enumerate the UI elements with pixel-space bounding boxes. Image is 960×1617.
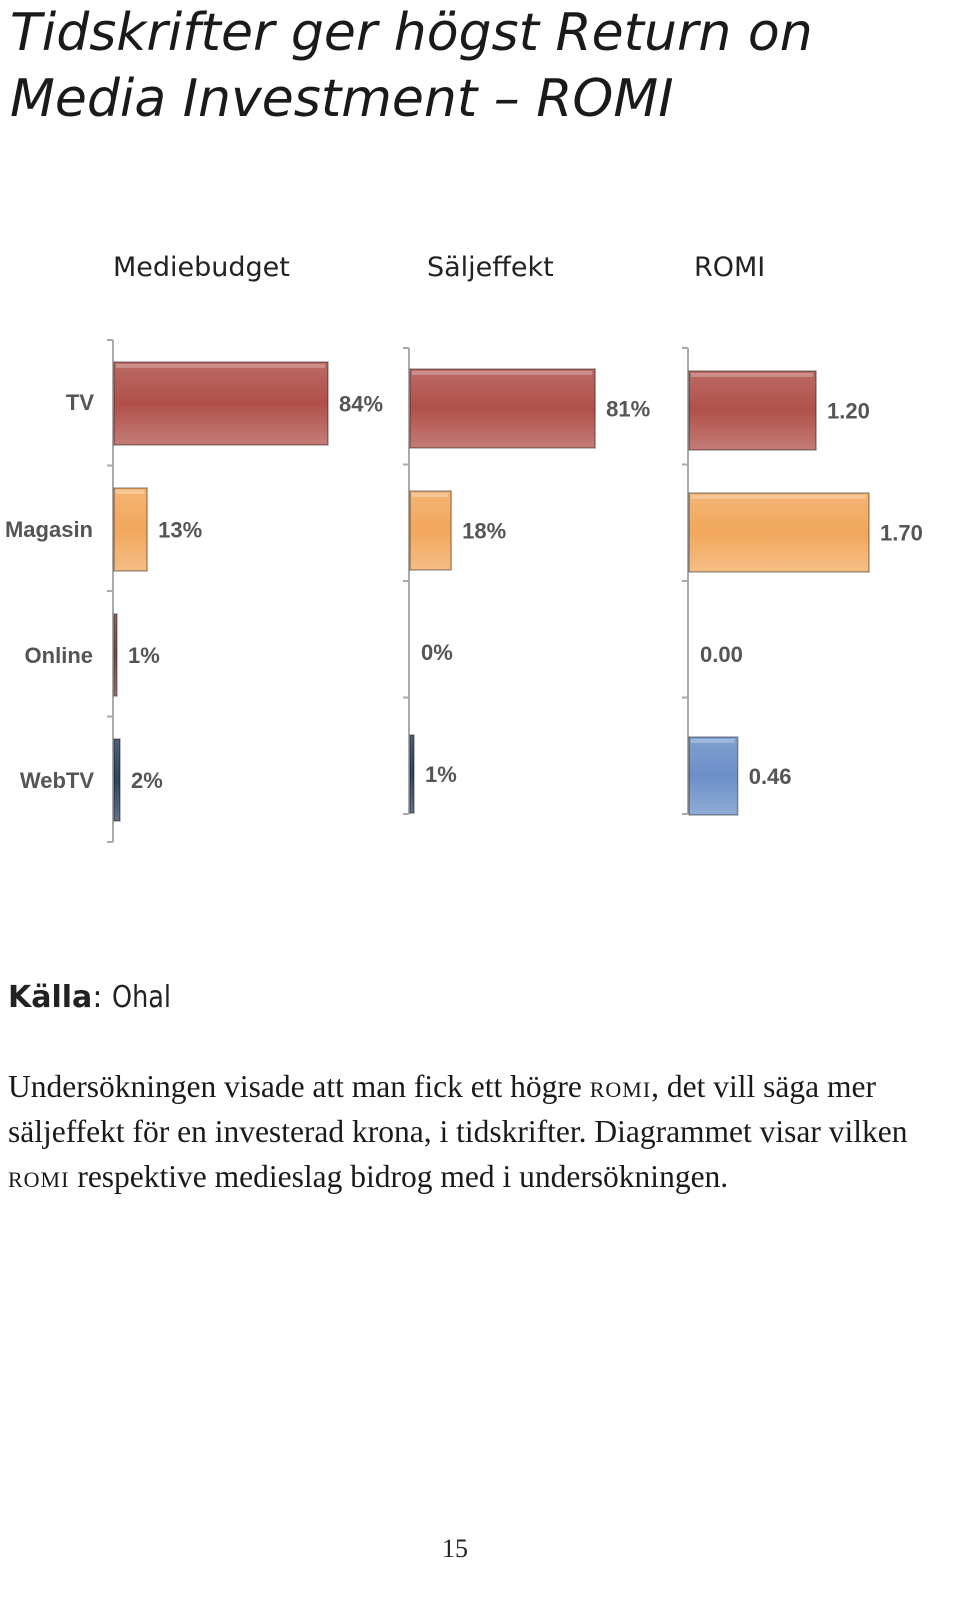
source-line: Källa: Ohal (8, 980, 171, 1015)
data-label-magasin-2: 1.70 (880, 521, 923, 546)
panel-title-romi: ROMI (694, 252, 766, 283)
data-label-tv-2: 1.20 (827, 399, 870, 424)
data-label-webtv-0: 2% (131, 768, 163, 793)
bar-highlight (691, 373, 814, 377)
page-number: 15 (442, 1534, 468, 1563)
panel-title-mediebudget: Mediebudget (113, 252, 290, 283)
bar-highlight (412, 493, 449, 497)
bar-highlight (691, 739, 735, 743)
bar-magasin-0 (113, 487, 148, 572)
data-label-webtv-1: 1% (425, 762, 457, 787)
bar-webtv-2 (688, 736, 739, 816)
bar-highlight (116, 490, 145, 494)
bar-webtv-1 (409, 734, 415, 814)
data-label-tv-0: 84% (339, 392, 383, 417)
bar-tv-0 (113, 361, 329, 446)
bar-charts: 84% 13% 1% 2% 81% 18% 0% 1% 1.20 1.70 0.00 0.46 TV Ma… (5, 339, 923, 843)
body-paragraph: Undersökningen visade att man fick ett h… (8, 1064, 938, 1199)
data-label-online-2: 0.00 (700, 642, 743, 667)
category-label-tv: TV (66, 390, 94, 415)
category-label-online: Online (25, 643, 93, 668)
romi-term-2: ROMI (8, 1159, 70, 1194)
bar-magasin-2 (688, 492, 870, 573)
bar-tv-2 (688, 370, 817, 451)
romi-term-1: ROMI (589, 1069, 652, 1104)
body-part-3: respektive medieslag bidrog med i unders… (69, 1159, 729, 1194)
source-value: Ohal (111, 980, 171, 1015)
panel-title-saljeffekt: Säljeffekt (427, 252, 554, 283)
bar-online-0 (113, 613, 118, 697)
body-part-2: , det vill säga mer säljeffekt för en in… (8, 1069, 908, 1149)
category-label-magasin: Magasin (5, 517, 93, 542)
bar-highlight (116, 364, 325, 368)
body-part-1: Undersökningen visade att man fick ett h… (8, 1069, 590, 1104)
bar-highlight (412, 371, 593, 375)
data-label-magasin-0: 13% (158, 518, 202, 543)
data-label-webtv-2: 0.46 (749, 764, 792, 789)
bar-magasin-1 (409, 490, 452, 571)
data-label-online-1: 0% (421, 640, 453, 665)
data-label-online-0: 1% (128, 643, 160, 668)
bar-highlight (691, 495, 866, 499)
page-title-line-1: Tidskrifter ger högst Return on (10, 3, 813, 63)
category-label-webtv: WebTV (20, 768, 94, 793)
data-label-magasin-1: 18% (462, 519, 506, 544)
bar-webtv-0 (113, 738, 121, 822)
source-label: Källa (8, 980, 93, 1015)
page-title-line-2: Media Investment – ROMI (10, 69, 674, 129)
page-title: Tidskrifter ger högst Return on Media In… (10, 0, 910, 132)
data-label-tv-1: 81% (606, 397, 650, 422)
bar-tv-1 (409, 368, 596, 449)
